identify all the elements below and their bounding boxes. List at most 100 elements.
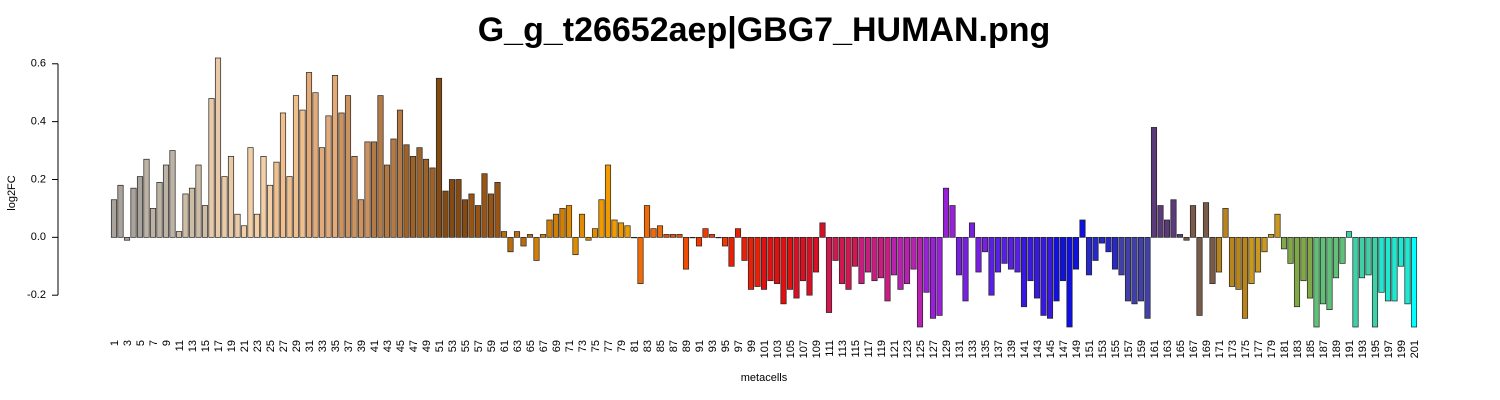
- bar: [676, 234, 683, 238]
- bar: [955, 236, 963, 276]
- x-tick-label: 85: [655, 340, 667, 352]
- bar: [1358, 236, 1366, 279]
- x-tick-label: 31: [304, 340, 316, 352]
- x-tick-label: 59: [486, 340, 498, 352]
- x-tick-label: 181: [1279, 340, 1291, 358]
- bar: [923, 236, 930, 293]
- x-tick-label: 125: [915, 340, 927, 358]
- bar: [858, 236, 865, 284]
- x-tick-label: 195: [1370, 340, 1382, 358]
- x-tick-label: 9: [161, 340, 173, 346]
- bar: [1001, 236, 1008, 264]
- bar: [1384, 236, 1392, 302]
- bar: [1215, 236, 1223, 273]
- bar: [448, 179, 456, 238]
- bar: [123, 236, 131, 241]
- y-tick-label: 0.4: [31, 116, 46, 128]
- bar: [338, 112, 345, 238]
- bar: [240, 225, 248, 238]
- bar: [552, 213, 560, 238]
- bar: [396, 109, 404, 238]
- x-tick-label: 155: [1110, 340, 1122, 358]
- bar: [1371, 236, 1379, 328]
- x-tick-label: 19: [226, 340, 238, 352]
- bar: [1339, 236, 1346, 264]
- x-tick-label: 115: [850, 340, 862, 358]
- bar: [617, 222, 625, 238]
- bar: [227, 155, 235, 238]
- x-tick-label: 23: [252, 340, 264, 352]
- x-tick-label: 157: [1123, 340, 1135, 358]
- x-tick-label: 73: [577, 340, 589, 352]
- x-tick-label: 87: [668, 340, 680, 352]
- bar: [916, 236, 924, 328]
- x-tick-label: 199: [1396, 340, 1408, 358]
- x-tick-label: 149: [1071, 340, 1083, 358]
- bar: [851, 236, 859, 267]
- bar: [136, 176, 144, 238]
- bar: [156, 182, 163, 238]
- bar: [468, 193, 475, 238]
- bar: [383, 164, 391, 238]
- bar: [981, 236, 989, 253]
- bar: [799, 236, 807, 282]
- x-tick-label: 7: [148, 340, 160, 346]
- x-tick-label: 117: [863, 340, 875, 358]
- x-tick-label: 33: [317, 340, 329, 352]
- x-tick-label: 5: [135, 340, 147, 346]
- bar: [1222, 208, 1229, 238]
- bar: [312, 92, 319, 238]
- bar: [344, 95, 352, 238]
- bar: [1085, 236, 1093, 276]
- x-tick-label: 169: [1201, 340, 1213, 358]
- bar: [1319, 236, 1327, 305]
- x-tick-label: 141: [1019, 340, 1031, 358]
- bar: [1326, 236, 1333, 310]
- bar: [429, 167, 436, 238]
- bar: [721, 236, 729, 247]
- bar: [1397, 236, 1405, 267]
- x-tick-label: 189: [1331, 340, 1343, 358]
- bar: [1053, 236, 1060, 302]
- x-tick-label: 77: [603, 340, 615, 352]
- x-tick-label: 53: [447, 340, 459, 352]
- x-tick-label: 171: [1214, 340, 1226, 358]
- bar: [422, 158, 430, 238]
- bar: [1170, 199, 1177, 238]
- x-tick-label: 111: [824, 340, 836, 357]
- x-tick-label: 71: [564, 340, 576, 352]
- bar: [728, 236, 735, 267]
- bar: [377, 95, 384, 238]
- x-tick-label: 25: [265, 340, 277, 352]
- bar: [1014, 236, 1021, 273]
- bar: [578, 213, 586, 238]
- bar: [370, 141, 378, 238]
- bar: [513, 231, 521, 238]
- x-tick-label: 143: [1032, 340, 1044, 358]
- bar: [455, 179, 462, 238]
- bar: [533, 236, 540, 261]
- bar: [130, 187, 137, 238]
- bar: [208, 98, 215, 238]
- bar: [442, 190, 449, 238]
- bar: [656, 225, 664, 238]
- bar: [1365, 236, 1372, 276]
- x-tick-label: 131: [954, 340, 966, 358]
- x-tick-label: 103: [772, 340, 784, 358]
- bar: [773, 236, 781, 284]
- x-tick-label: 99: [746, 340, 758, 352]
- x-tick-label: 29: [291, 340, 303, 352]
- bar: [793, 236, 800, 299]
- bar: [1066, 236, 1073, 328]
- bar: [845, 236, 852, 290]
- x-tick-label: 95: [720, 340, 732, 352]
- x-tick-label: 45: [395, 340, 407, 352]
- x-tick-label: 37: [343, 340, 355, 352]
- bar: [1111, 236, 1119, 270]
- bar: [1404, 236, 1411, 305]
- x-tick-label: 147: [1058, 340, 1070, 358]
- bar: [1332, 236, 1340, 279]
- x-tick-label: 165: [1175, 340, 1187, 358]
- bar: [221, 176, 228, 238]
